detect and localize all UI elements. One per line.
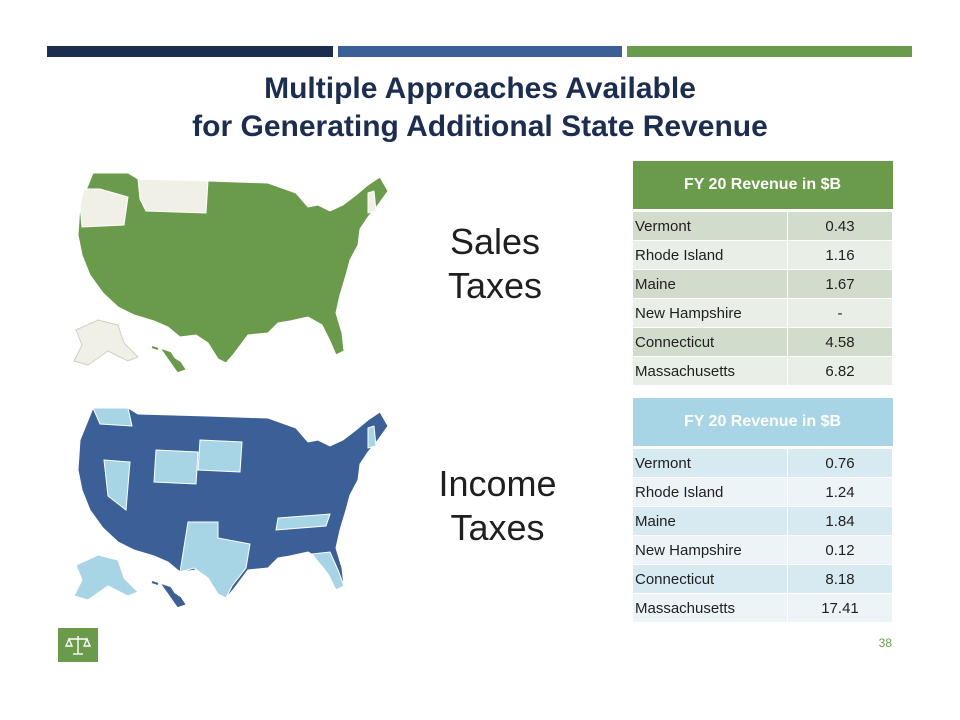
state-cell: Vermont: [632, 447, 788, 478]
value-cell: 1.84: [787, 506, 893, 536]
scales-of-justice-icon: [64, 636, 92, 655]
value-cell: 4.58: [787, 327, 893, 357]
sales-table-header: FY 20 Revenue in $B: [632, 161, 893, 212]
sales-revenue-table: FY 20 Revenue in $B Vermont 0.43 Rhode I…: [632, 161, 893, 386]
state-cell: Rhode Island: [632, 240, 788, 270]
value-cell: 0.43: [787, 210, 893, 241]
income-tax-us-map: [73, 407, 389, 608]
table-row: Vermont 0.43: [632, 210, 893, 241]
value-cell: 1.67: [787, 269, 893, 299]
table-row: Rhode Island 1.24: [632, 477, 893, 507]
state-cell: Massachusetts: [632, 356, 788, 386]
income-revenue-table: FY 20 Revenue in $B Vermont 0.76 Rhode I…: [632, 398, 893, 623]
value-cell: -: [787, 298, 893, 328]
logo: [58, 628, 98, 662]
new-hampshire-no-income-tax: [367, 425, 377, 449]
slide-title: Multiple Approaches Available for Genera…: [0, 70, 960, 146]
alaska: [73, 319, 139, 366]
table-row: Rhode Island 1.16: [632, 240, 893, 270]
sales-label-line-1: Sales: [449, 221, 541, 262]
oregon-no-sales-tax: [79, 188, 129, 228]
income-label-line-2: Taxes: [450, 507, 545, 548]
sales-tax-us-map: [73, 172, 389, 373]
state-cell: Connecticut: [632, 327, 788, 357]
table-header-row: FY 20 Revenue in $B: [632, 398, 893, 449]
state-cell: Connecticut: [632, 564, 788, 594]
state-cell: Rhode Island: [632, 477, 788, 507]
table-row: Connecticut 4.58: [632, 327, 893, 357]
table-row: Maine 1.67: [632, 269, 893, 299]
page-number: 38: [878, 636, 892, 650]
sales-taxes-label: Sales Taxes: [420, 220, 570, 308]
south-dakota-no-income-tax: [197, 439, 243, 473]
state-cell: New Hampshire: [632, 535, 788, 565]
state-cell: Massachusetts: [632, 593, 788, 623]
table-row: Massachusetts 17.41: [632, 593, 893, 623]
income-table-header: FY 20 Revenue in $B: [632, 398, 893, 449]
sales-label-line-2: Taxes: [447, 265, 543, 306]
florida-no-income-tax: [311, 551, 345, 591]
state-cell: Maine: [632, 269, 788, 299]
state-cell: Vermont: [632, 210, 788, 241]
alaska: [73, 554, 139, 601]
header-bar-green: [627, 46, 912, 57]
state-cell: New Hampshire: [632, 298, 788, 328]
hawaii: [151, 581, 186, 608]
nevada-no-income-tax: [103, 459, 131, 511]
header-bar-navy: [47, 46, 333, 57]
income-taxes-label: Income Taxes: [420, 462, 575, 550]
value-cell: 1.16: [787, 240, 893, 270]
title-line-2: for Generating Additional State Revenue: [192, 110, 768, 143]
new-hampshire-no-sales-tax: [367, 190, 377, 214]
table-row: Vermont 0.76: [632, 447, 893, 478]
texas-no-income-tax: [179, 521, 251, 599]
tennessee-no-income-tax: [275, 513, 331, 531]
state-cell: Maine: [632, 506, 788, 536]
hawaii: [151, 346, 186, 373]
title-line-1: Multiple Approaches Available: [264, 72, 696, 105]
montana-no-sales-tax: [137, 178, 209, 214]
table-row: New Hampshire -: [632, 298, 893, 328]
value-cell: 17.41: [787, 593, 893, 623]
wyoming-no-income-tax: [153, 449, 199, 485]
table-header-row: FY 20 Revenue in $B: [632, 161, 893, 212]
header-bar-blue: [338, 46, 622, 57]
us-mainland: [77, 172, 389, 364]
value-cell: 0.12: [787, 535, 893, 565]
table-row: Maine 1.84: [632, 506, 893, 536]
table-row: Connecticut 8.18: [632, 564, 893, 594]
washington-no-income-tax: [92, 407, 133, 427]
value-cell: 1.24: [787, 477, 893, 507]
table-row: New Hampshire 0.12: [632, 535, 893, 565]
table-row: Massachusetts 6.82: [632, 356, 893, 386]
value-cell: 6.82: [787, 356, 893, 386]
value-cell: 8.18: [787, 564, 893, 594]
income-label-line-1: Income: [438, 463, 557, 504]
value-cell: 0.76: [787, 447, 893, 478]
